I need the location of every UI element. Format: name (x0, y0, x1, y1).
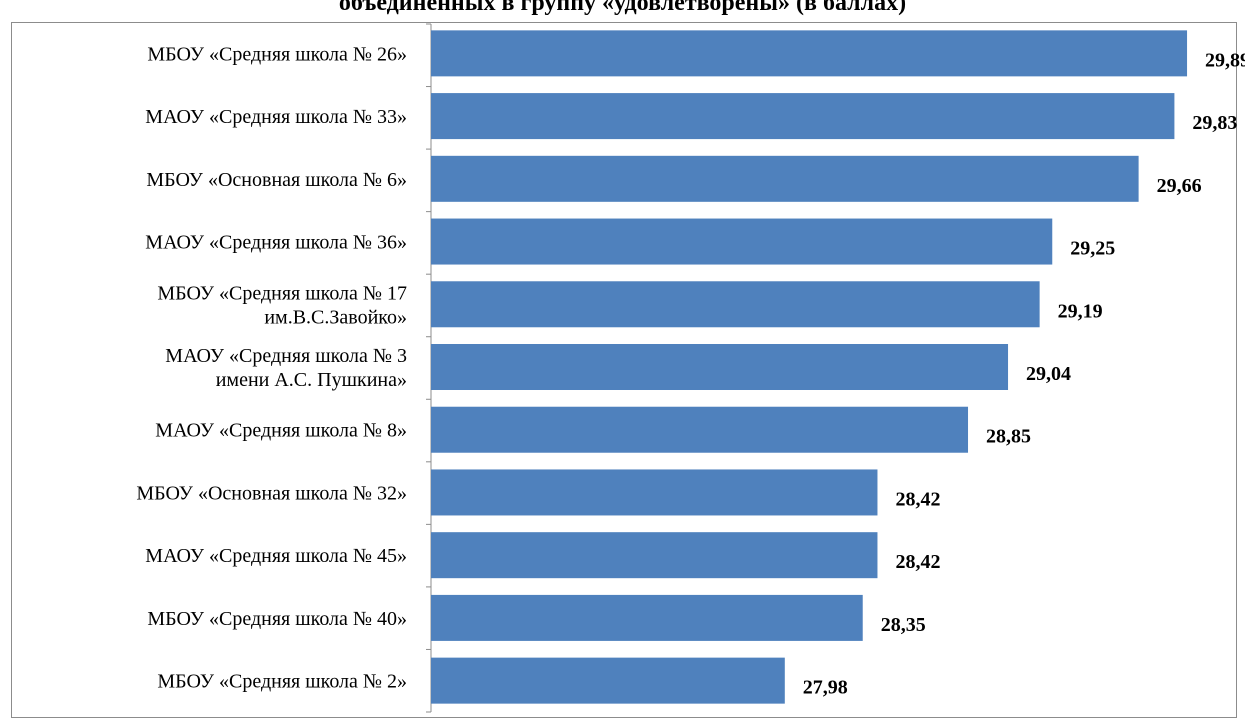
data-label: 28,42 (895, 551, 940, 573)
bar (431, 93, 1175, 140)
bar (431, 469, 878, 516)
bar (431, 344, 1009, 390)
bar (431, 657, 785, 704)
data-label: 29,25 (1070, 238, 1115, 260)
category-label: МБОУ «Средняя школа № 40» (147, 608, 407, 630)
bar (431, 281, 1040, 328)
category-label: МАОУ «Средняя школа № 36» (145, 232, 407, 254)
bar (431, 155, 1139, 202)
data-label: 29,19 (1058, 300, 1103, 322)
category-label: МБОУ «Средняя школа № 2» (157, 671, 407, 693)
category-label: МБОУ «Средняя школа № 17 (157, 282, 407, 304)
chart-frame (11, 22, 1237, 718)
category-label: МБОУ «Основная школа № 32» (136, 482, 407, 504)
category-label: МАОУ «Средняя школа № 3 (165, 345, 407, 367)
data-label: 28,42 (895, 488, 940, 510)
data-label: 29,83 (1192, 112, 1237, 134)
data-label: 27,98 (803, 677, 848, 699)
category-label: им.В.С.Завойко» (264, 306, 407, 328)
category-label: МБОУ «Основная школа № 6» (146, 169, 407, 191)
data-label: 29,66 (1157, 175, 1202, 197)
bar (431, 406, 969, 453)
category-label: МАОУ «Средняя школа № 8» (155, 420, 407, 442)
data-label: 29,89 (1205, 49, 1245, 71)
category-label: МАОУ «Средняя школа № 33» (145, 106, 407, 128)
data-label: 29,04 (1026, 363, 1071, 385)
bar (431, 594, 863, 641)
category-label: имени А.С. Пушкина» (216, 369, 407, 391)
bar (431, 218, 1053, 265)
data-label: 28,35 (881, 614, 926, 636)
data-label: 28,85 (986, 426, 1031, 448)
category-label: МАОУ «Средняя школа № 45» (145, 545, 407, 567)
bar (431, 532, 878, 579)
category-label: МБОУ «Средняя школа № 26» (147, 43, 407, 65)
chart-title: объединенных в группу «удовлетворены» (в… (338, 0, 907, 16)
bar (431, 30, 1188, 77)
